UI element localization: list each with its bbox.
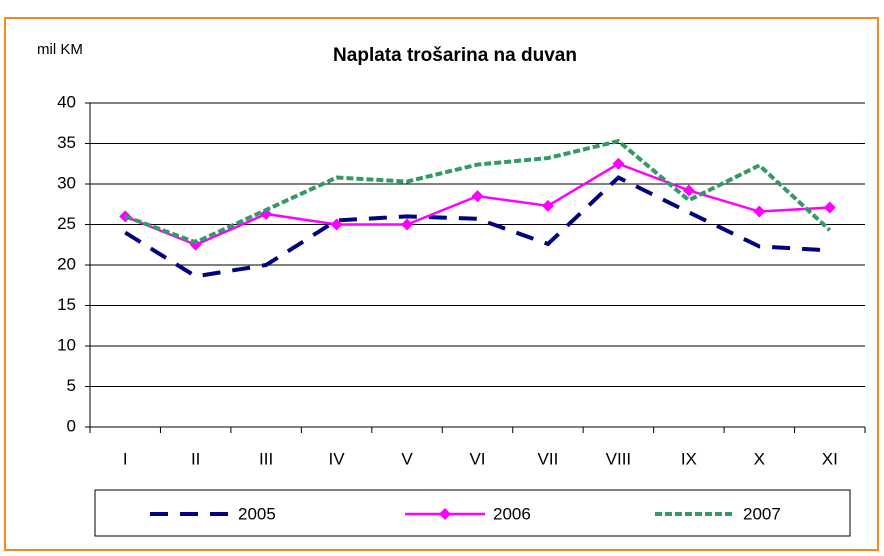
data-point (823, 201, 836, 214)
x-tick-label: XI (822, 449, 838, 468)
x-tick-label: VIII (606, 449, 632, 468)
chart-title: Naplata trošarina na duvan (333, 45, 577, 66)
x-tick-label: VI (469, 449, 485, 468)
y-tick-label: 35 (57, 133, 76, 152)
x-tick-label: VII (538, 449, 559, 468)
data-point (260, 207, 273, 220)
data-point (330, 218, 343, 231)
x-tick-label: IX (681, 449, 697, 468)
series-line (124, 175, 830, 279)
legend-box (94, 489, 851, 537)
x-tick-label: II (191, 449, 200, 468)
y-tick-label: 5 (67, 376, 76, 395)
series-line (124, 138, 832, 245)
y-tick-label: 40 (57, 92, 76, 111)
data-point (682, 184, 695, 197)
legend-marker (439, 508, 451, 520)
data-point (401, 218, 414, 231)
y-tick-label: 15 (57, 295, 76, 314)
legend-label: 2005 (238, 504, 276, 523)
y-tick-label: 25 (57, 214, 76, 233)
legend-label: 2006 (493, 504, 531, 523)
data-point (541, 199, 554, 212)
y-axis-label: mil KM (37, 41, 83, 58)
data-point (471, 190, 484, 203)
data-point (753, 205, 766, 218)
x-tick-label: IV (329, 449, 346, 468)
y-tick-label: 0 (67, 416, 76, 435)
data-point (612, 157, 625, 170)
frame (4, 17, 879, 551)
legend-label: 2007 (743, 504, 781, 523)
x-tick-label: I (123, 449, 128, 468)
x-tick-label: V (401, 449, 413, 468)
x-tick-label: III (259, 449, 273, 468)
y-tick-label: 10 (57, 335, 76, 354)
x-tick-label: X (754, 449, 765, 468)
y-tick-label: 20 (57, 254, 76, 273)
y-tick-label: 30 (57, 173, 76, 192)
